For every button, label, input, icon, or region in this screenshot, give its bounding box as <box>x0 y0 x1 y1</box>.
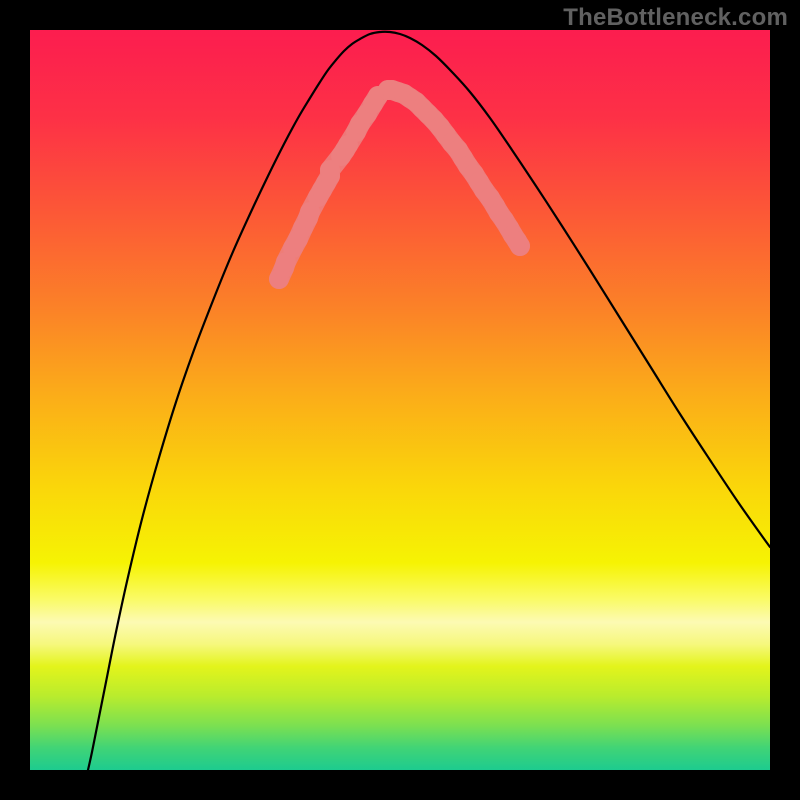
bottleneck-chart <box>0 0 800 800</box>
watermark-text: TheBottleneck.com <box>563 4 788 32</box>
gradient-background <box>30 30 770 770</box>
marker-dot <box>510 236 530 256</box>
